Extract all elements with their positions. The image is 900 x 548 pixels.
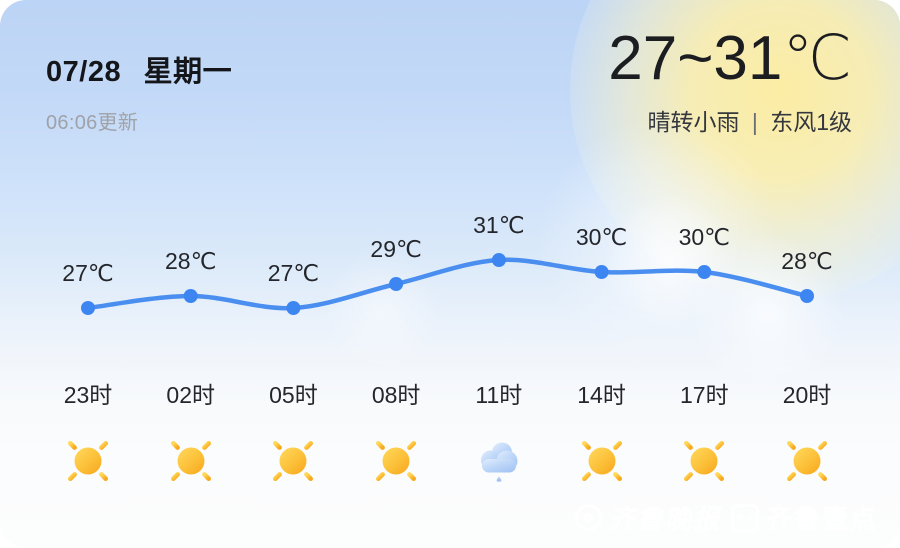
temperature-point xyxy=(81,301,95,315)
hour-label: 17时 xyxy=(679,382,729,408)
sun-icon xyxy=(162,432,220,490)
hour-label: 08时 xyxy=(371,382,421,408)
temperature-point xyxy=(491,253,506,267)
hour-label: 05时 xyxy=(269,382,318,408)
temperature-label: 29℃ xyxy=(370,236,422,262)
temperature-line-chart-svg xyxy=(81,253,814,315)
weekday-value: 星期一 xyxy=(143,56,233,88)
condition-wind-line: 晴转小雨 | 东风1级 xyxy=(608,103,852,137)
date-value: 07/28 xyxy=(46,56,122,88)
condition-separator: | xyxy=(751,109,758,136)
temperature-label: 28℃ xyxy=(781,248,833,274)
temperature-point xyxy=(183,289,198,303)
temperature-point xyxy=(594,265,609,279)
wind-text: 东风1级 xyxy=(770,109,852,136)
hour-label: 23时 xyxy=(63,382,113,408)
hour-label: 20时 xyxy=(782,382,832,408)
temperature-point xyxy=(697,265,712,279)
temperature-point-group xyxy=(81,253,814,315)
sun-icon xyxy=(675,432,733,490)
sun-icon xyxy=(59,432,117,490)
sun-icon xyxy=(573,432,630,490)
hour-label-row: 23时 02时 05时 08时 11时 14时 17时 20时 xyxy=(0,376,900,416)
temperature-label: 28℃ xyxy=(164,248,217,274)
update-time-label: 06:06更新 xyxy=(46,112,139,134)
rain-cloud-icon xyxy=(471,433,527,489)
hour-label: 02时 xyxy=(166,382,215,408)
hour-label: 14时 xyxy=(577,382,626,408)
temperature-label: 31℃ xyxy=(473,212,525,238)
condition-text: 晴转小雨 xyxy=(647,109,740,136)
temperature-line-path xyxy=(85,257,810,311)
sun-icon xyxy=(265,432,322,490)
temperature-label: 30℃ xyxy=(678,224,730,250)
weather-icon-row xyxy=(0,432,900,503)
hour-label: 11时 xyxy=(475,382,523,408)
hourly-forecast: 27℃ 28℃ 27℃ 29℃ 31℃ 30℃ 30℃ 28℃ 23时 02时 05时 08时 11时… xyxy=(0,212,900,528)
temperature-point xyxy=(389,277,404,291)
temperature-label: 27℃ xyxy=(267,260,320,286)
temperature-point xyxy=(800,289,814,303)
date-heading: 07/28 星期一 xyxy=(46,48,232,90)
header: 07/28 星期一 06:06更新 27~31℃ 晴转小雨 | 东风1级 xyxy=(0,0,900,190)
sun-icon xyxy=(367,432,425,490)
temperature-point xyxy=(286,301,301,315)
header-left-block: 07/28 星期一 06:06更新 xyxy=(46,48,232,135)
temperature-range: 27~31℃ xyxy=(608,24,852,93)
temperature-label: 30℃ xyxy=(575,224,628,250)
temperature-chart: 27℃ 28℃ 27℃ 29℃ 31℃ 30℃ 30℃ 28℃ xyxy=(0,212,900,338)
header-right-block: 27~31℃ 晴转小雨 | 东风1级 xyxy=(608,26,852,137)
sun-icon xyxy=(778,432,836,490)
temperature-label: 27℃ xyxy=(62,260,114,286)
